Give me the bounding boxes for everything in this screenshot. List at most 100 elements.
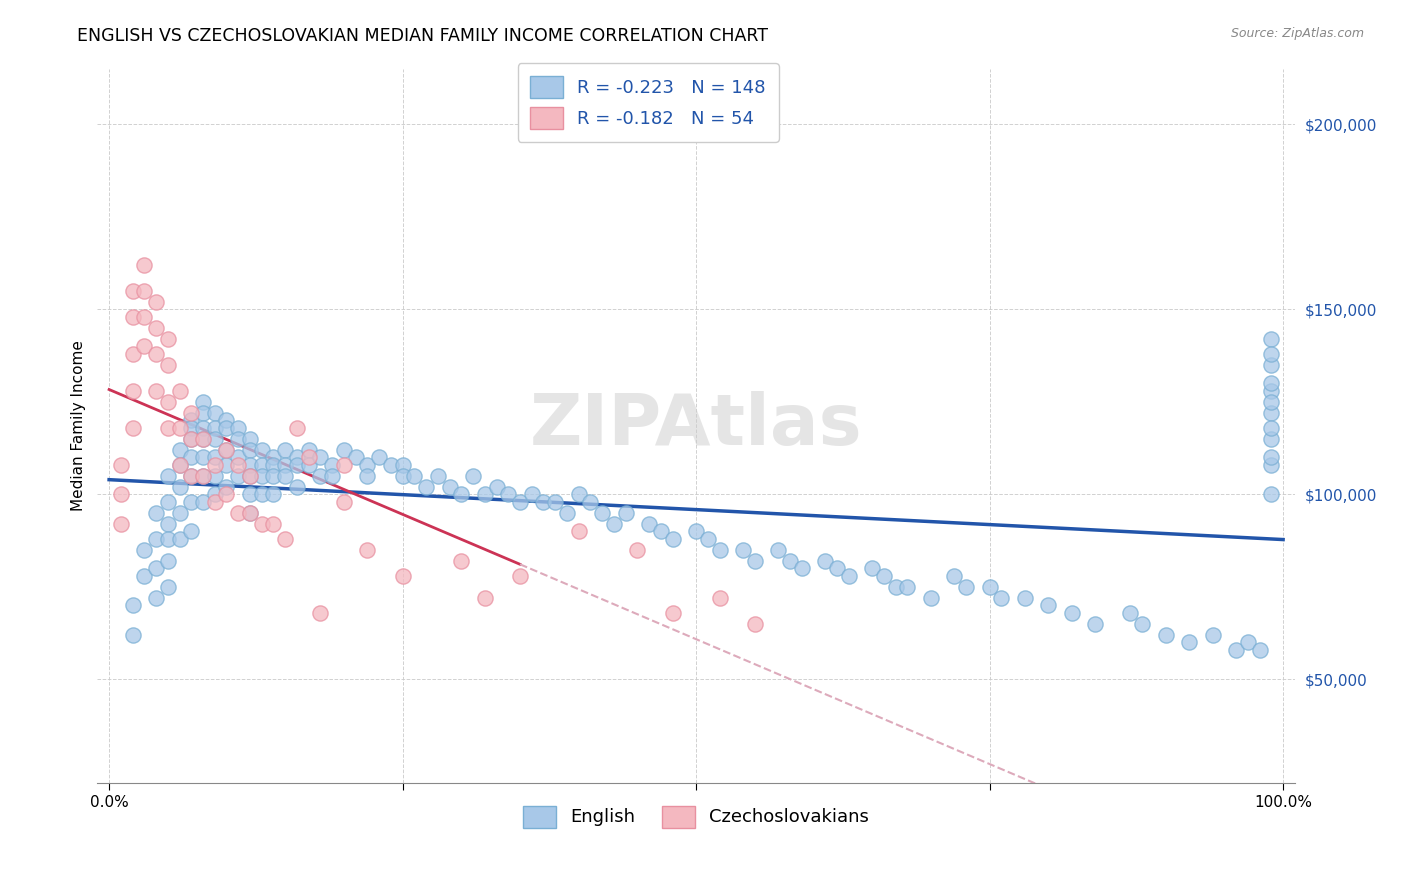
Point — [169, 442, 191, 457]
Point — [920, 591, 942, 605]
Point — [134, 284, 156, 298]
Point — [439, 480, 461, 494]
Point — [180, 432, 202, 446]
Point — [169, 420, 191, 434]
Point — [121, 384, 143, 398]
Point — [274, 458, 297, 472]
Text: Source: ZipAtlas.com: Source: ZipAtlas.com — [1230, 27, 1364, 40]
Point — [333, 458, 356, 472]
Point — [415, 480, 437, 494]
Point — [485, 480, 508, 494]
Point — [544, 494, 567, 508]
Point — [943, 568, 966, 582]
Point — [744, 616, 766, 631]
Point — [285, 450, 308, 465]
Point — [180, 450, 202, 465]
Point — [239, 487, 262, 501]
Point — [204, 420, 226, 434]
Point — [204, 432, 226, 446]
Point — [461, 468, 484, 483]
Point — [145, 384, 167, 398]
Point — [191, 494, 214, 508]
Point — [191, 468, 214, 483]
Point — [204, 458, 226, 472]
Point — [696, 532, 718, 546]
Point — [333, 442, 356, 457]
Point — [1014, 591, 1036, 605]
Point — [110, 458, 132, 472]
Point — [239, 506, 262, 520]
Point — [579, 494, 602, 508]
Point — [226, 450, 249, 465]
Point — [274, 442, 297, 457]
Point — [321, 458, 343, 472]
Point — [790, 561, 813, 575]
Point — [838, 568, 860, 582]
Point — [1154, 628, 1177, 642]
Point — [1260, 384, 1282, 398]
Point — [509, 568, 531, 582]
Y-axis label: Median Family Income: Median Family Income — [72, 341, 86, 511]
Point — [356, 458, 378, 472]
Point — [156, 554, 179, 568]
Point — [121, 420, 143, 434]
Point — [309, 606, 332, 620]
Point — [1260, 487, 1282, 501]
Point — [1225, 642, 1247, 657]
Point — [180, 432, 202, 446]
Point — [555, 506, 578, 520]
Point — [204, 487, 226, 501]
Point — [239, 458, 262, 472]
Point — [145, 320, 167, 334]
Point — [134, 542, 156, 557]
Point — [321, 468, 343, 483]
Point — [426, 468, 449, 483]
Point — [638, 516, 661, 531]
Point — [121, 599, 143, 613]
Point — [955, 580, 977, 594]
Point — [285, 458, 308, 472]
Point — [110, 516, 132, 531]
Point — [156, 532, 179, 546]
Point — [215, 413, 238, 427]
Point — [474, 487, 496, 501]
Point — [215, 487, 238, 501]
Point — [768, 542, 790, 557]
Point — [884, 580, 907, 594]
Point — [380, 458, 402, 472]
Text: ZIPAtlas: ZIPAtlas — [530, 392, 862, 460]
Point — [1260, 420, 1282, 434]
Point — [1260, 458, 1282, 472]
Legend: English, Czechoslovakians: English, Czechoslovakians — [516, 798, 876, 835]
Point — [250, 487, 273, 501]
Point — [239, 468, 262, 483]
Point — [156, 468, 179, 483]
Point — [391, 468, 413, 483]
Point — [156, 358, 179, 372]
Point — [250, 468, 273, 483]
Point — [509, 494, 531, 508]
Point — [145, 294, 167, 309]
Point — [215, 442, 238, 457]
Point — [285, 420, 308, 434]
Point — [226, 420, 249, 434]
Point — [156, 394, 179, 409]
Point — [285, 480, 308, 494]
Point — [262, 516, 284, 531]
Point — [226, 506, 249, 520]
Point — [1260, 376, 1282, 391]
Point — [180, 413, 202, 427]
Point — [814, 554, 837, 568]
Point — [169, 532, 191, 546]
Point — [568, 487, 591, 501]
Point — [404, 468, 426, 483]
Point — [474, 591, 496, 605]
Point — [391, 458, 413, 472]
Point — [356, 468, 378, 483]
Point — [121, 310, 143, 324]
Point — [614, 506, 637, 520]
Point — [215, 480, 238, 494]
Point — [990, 591, 1012, 605]
Point — [650, 524, 672, 539]
Point — [262, 458, 284, 472]
